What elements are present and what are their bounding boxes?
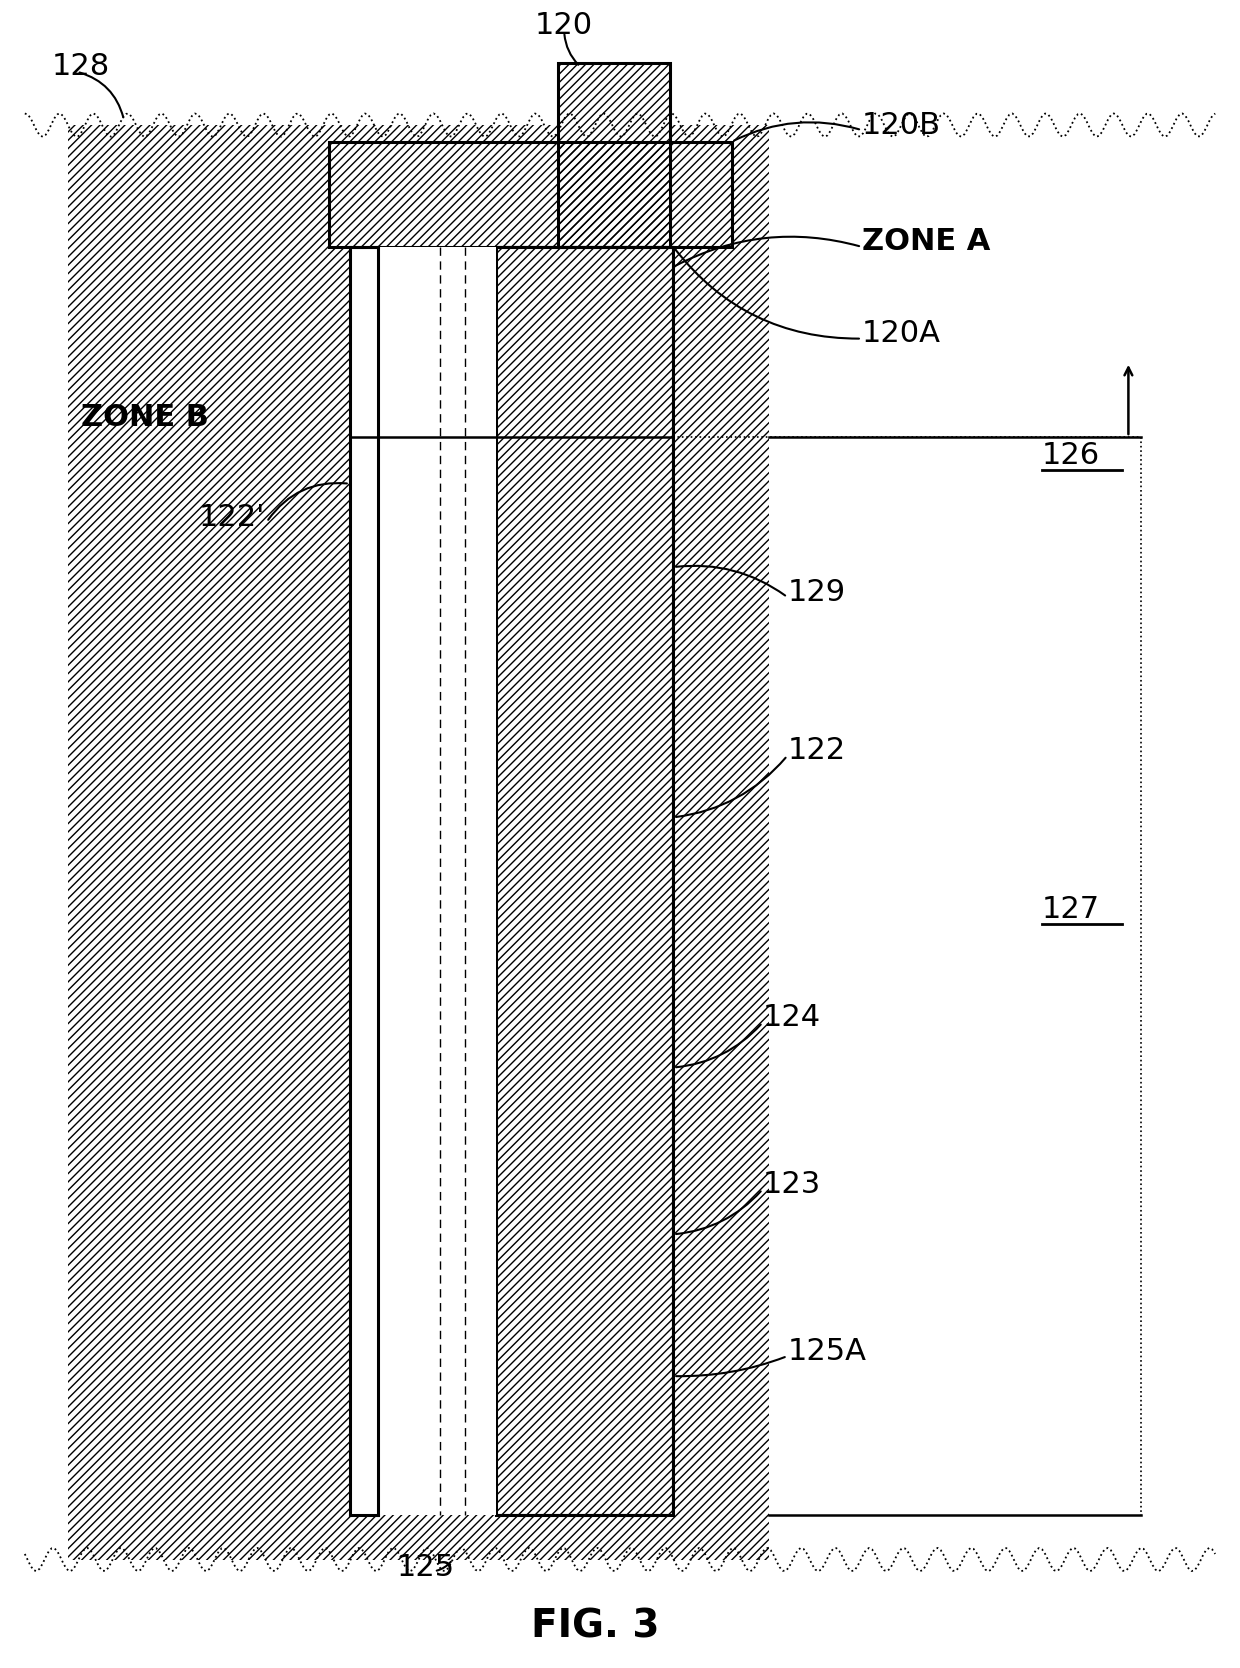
Text: 120: 120 [536, 10, 593, 40]
Bar [329, 142, 732, 247]
Bar [0, 1560, 1240, 1668]
Bar [558, 63, 670, 247]
Text: FIG. 3: FIG. 3 [531, 1608, 660, 1645]
Text: 128: 128 [52, 52, 110, 82]
Text: 120B: 120B [862, 110, 941, 140]
Text: 122': 122' [198, 502, 265, 532]
Bar [68, 125, 769, 1560]
Text: 123: 123 [763, 1169, 821, 1199]
Bar [558, 63, 670, 247]
Text: 125: 125 [397, 1553, 455, 1583]
Text: ZONE A: ZONE A [862, 227, 991, 257]
Bar [558, 63, 670, 247]
Text: ZONE B: ZONE B [81, 402, 208, 432]
Bar [496, 247, 673, 1515]
Text: 129: 129 [787, 577, 846, 607]
Bar [329, 142, 732, 247]
Text: 126: 126 [1042, 440, 1100, 470]
Bar [350, 247, 378, 1515]
Text: 127: 127 [1042, 894, 1100, 924]
Bar [496, 247, 673, 1515]
Bar [496, 247, 673, 1515]
Bar [0, 0, 1240, 125]
Bar [378, 247, 496, 1515]
Bar [329, 142, 732, 247]
Text: 120A: 120A [862, 319, 941, 349]
Text: 124: 124 [763, 1002, 821, 1032]
Text: 122: 122 [787, 736, 846, 766]
Text: 125A: 125A [787, 1336, 867, 1366]
